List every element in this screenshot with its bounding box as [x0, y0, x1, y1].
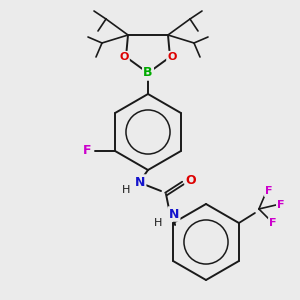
Text: N: N — [169, 208, 179, 220]
Text: O: O — [119, 52, 129, 62]
Text: F: F — [269, 218, 277, 228]
Text: F: F — [277, 200, 285, 210]
Text: O: O — [186, 175, 196, 188]
Text: B: B — [143, 67, 153, 80]
Text: F: F — [265, 186, 273, 196]
Text: O: O — [167, 52, 177, 62]
Text: F: F — [83, 145, 91, 158]
Text: H: H — [154, 218, 162, 228]
Text: H: H — [122, 185, 130, 195]
Text: N: N — [135, 176, 145, 188]
